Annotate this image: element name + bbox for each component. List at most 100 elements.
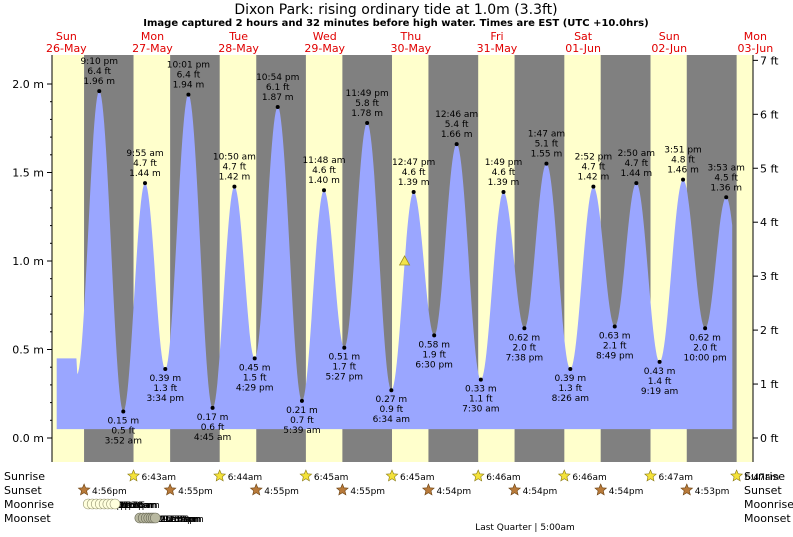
low-tide-point [522, 326, 527, 331]
day-name-label: Thu [400, 30, 422, 43]
high-tide-label: 1.66 m [441, 130, 473, 140]
high-tide-label: 1.94 m [173, 81, 205, 91]
low-tide-label: 0.43 m [644, 367, 676, 377]
high-tide-label: 4.5 ft [714, 173, 738, 183]
high-tide-label: 10:54 pm [256, 73, 299, 83]
moonset-time: 12:13pm [161, 515, 201, 525]
high-tide-label: 1.46 m [667, 166, 699, 176]
high-tide-label: 1:49 pm [485, 158, 523, 168]
low-tide-label: 0.51 m [328, 353, 360, 363]
high-tide-label: 1:47 am [528, 130, 565, 140]
high-tide-label: 5.4 ft [445, 120, 469, 130]
high-tide-point [232, 184, 237, 189]
low-tide-label: 4:29 pm [236, 383, 274, 393]
moonset-time: 9:25am [151, 515, 186, 525]
high-tide-point [411, 189, 416, 194]
low-tide-point [252, 356, 257, 361]
moonset-time: 10:58am [157, 515, 197, 525]
high-tide-point [501, 189, 506, 194]
high-tide-label: 1.42 m [578, 173, 610, 183]
moonset-time: 10:15am [154, 515, 194, 525]
high-tide-label: 1.44 m [620, 169, 652, 179]
y-tick-label-m: 0.0 m [12, 432, 44, 445]
high-tide-label: 2:50 am [618, 149, 655, 159]
moonset-circle-icon [150, 512, 161, 524]
left-axis-metres: 0.0 m 0.5 m 1.0 m 1.5 m 2.0 m [12, 55, 53, 462]
moonrise-time: 1:33am [123, 501, 158, 511]
high-tide-label: 2:52 pm [575, 153, 613, 163]
low-tide-point [163, 366, 168, 371]
sunset-time: 4:54pm [436, 487, 471, 497]
sunrise-star-icon [385, 469, 399, 482]
low-tide-label: 6:34 am [373, 415, 410, 425]
high-tide-label: 4.7 ft [582, 163, 606, 173]
day-date-label: 31-May [477, 42, 518, 55]
moonset-time: 11:37am [159, 515, 199, 525]
moonrise-circle-icon [109, 498, 121, 510]
low-tide-label: 4:45 am [194, 433, 231, 443]
day-name-label: Sun [56, 30, 77, 43]
current-tide-triangle-icon [398, 255, 411, 266]
low-tide-label: 2.0 ft [513, 343, 537, 353]
low-tide-label: 0.63 m [599, 331, 631, 341]
sunset-time: 4:55pm [350, 487, 385, 497]
day-date-label: 29-May [304, 42, 345, 55]
low-tide-point [432, 333, 437, 338]
low-tide-label: 2.0 ft [693, 343, 717, 353]
row-label-right-sunset: Sunset [744, 484, 782, 497]
high-tide-point [322, 188, 327, 193]
low-tide-label: 1.4 ft [648, 377, 672, 387]
high-tide-point [681, 177, 686, 182]
high-tide-label: 1.96 m [83, 77, 115, 87]
high-tide-point [724, 195, 729, 200]
sunrise-star-icon [471, 469, 485, 482]
day-name-label: Mon [744, 30, 767, 43]
low-tide-label: 1.5 ft [243, 373, 267, 383]
day-labels: Sun26-MayMon27-MayTue28-MayWed29-MayThu3… [46, 30, 773, 55]
low-tide-label: 10:00 pm [683, 353, 726, 363]
moonrise-time: 12:35am [120, 501, 160, 511]
low-tide-label: 0.21 m [286, 406, 318, 416]
low-tide-label: 3:52 am [105, 436, 142, 446]
day-name-label: Fri [490, 30, 503, 43]
high-tide-label: 1.44 m [129, 169, 161, 179]
tide-extrema-labels: 9:10 pm6.4 ft1.96 m0.15 m0.5 ft3:52 am9:… [80, 57, 744, 446]
y-tick-label-ft: 4 ft [760, 216, 779, 229]
high-tide-label: 1.42 m [219, 173, 251, 183]
high-tide-label: 1.87 m [262, 93, 294, 103]
high-tide-point [97, 89, 102, 94]
row-label-right-sunrise: Sunrise [744, 470, 785, 483]
high-tide-label: 1.40 m [308, 176, 340, 186]
y-tick-label-ft: 3 ft [760, 270, 779, 283]
high-tide-label: 1.55 m [531, 150, 563, 160]
chart-header: Dixon Park: rising ordinary tide at 1.0m… [143, 2, 648, 29]
high-tide-label: 4.6 ft [402, 168, 426, 178]
row-label-left-moonset: Moonset [4, 512, 51, 525]
low-tide-label: 0.9 ft [379, 405, 403, 415]
low-tide-point [299, 398, 304, 403]
low-tide-point [389, 388, 394, 393]
high-tide-label: 6.1 ft [266, 83, 290, 93]
low-tide-point [568, 366, 573, 371]
high-tide-label: 1.78 m [351, 109, 383, 119]
low-tide-label: 0.27 m [376, 395, 408, 405]
sunrise-time: 6:45am [314, 473, 349, 483]
high-tide-label: 1.36 m [710, 183, 742, 193]
moonrise-time: 11:34pm [116, 501, 156, 511]
day-date-label: 01-Jun [565, 42, 601, 55]
high-tide-label: 1.39 m [488, 178, 520, 188]
sunset-time: 4:54pm [523, 487, 558, 497]
low-tide-label: 3:34 pm [146, 394, 184, 404]
day-name-label: Mon [141, 30, 164, 43]
low-tide-point [342, 345, 347, 350]
sunrise-star-icon [557, 469, 571, 482]
sunset-star-icon [594, 483, 608, 496]
low-tide-label: 1.7 ft [332, 363, 356, 373]
day-name-label: Sun [659, 30, 680, 43]
high-tide-label: 4.8 ft [671, 156, 695, 166]
sunset-time: 4:55pm [264, 487, 299, 497]
high-tide-label: 4.7 ft [223, 163, 247, 173]
low-tide-label: 2.1 ft [603, 341, 627, 351]
moonset-time: 12:48pm [163, 515, 203, 525]
